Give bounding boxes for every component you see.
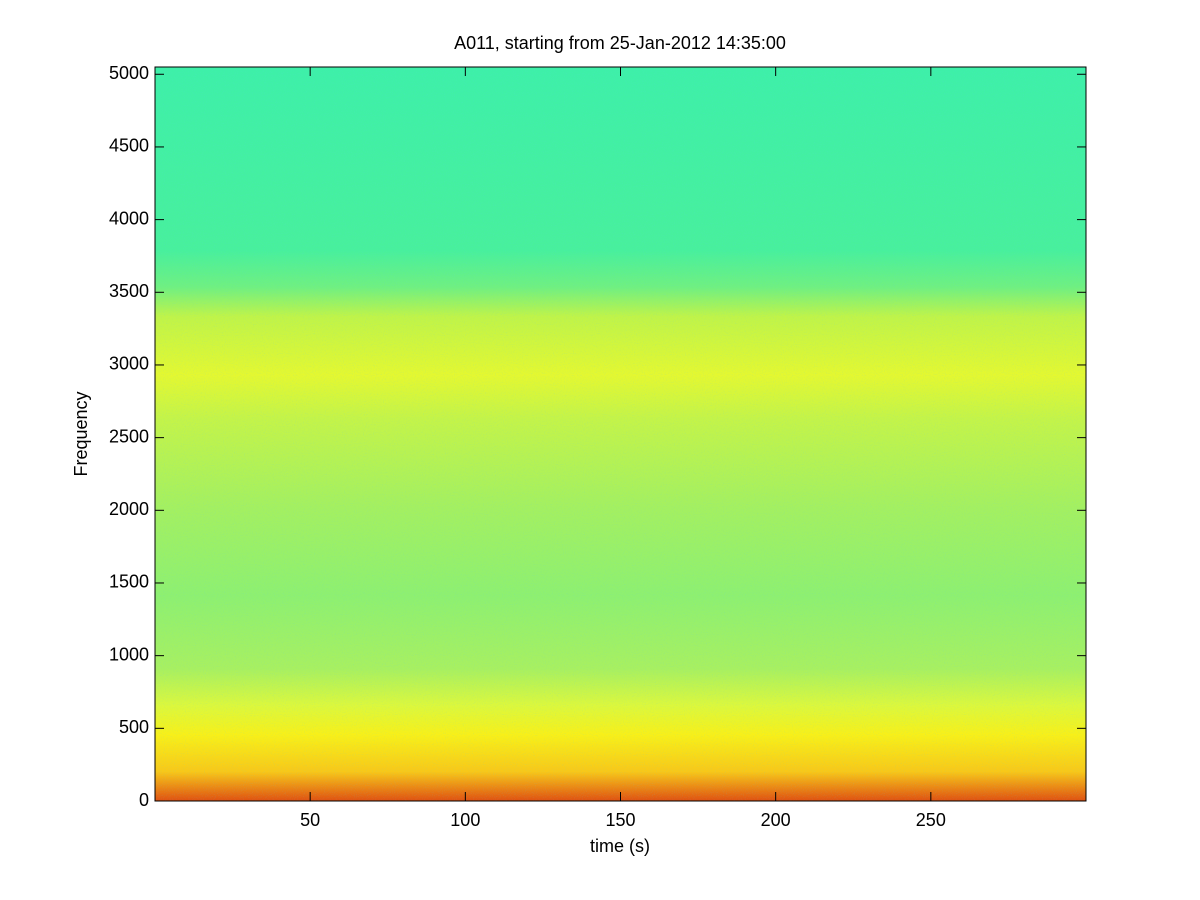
chart-title: A011, starting from 25-Jan-2012 14:35:00 [454, 33, 786, 53]
y-tick-label: 5000 [109, 63, 149, 83]
y-tick-label: 500 [119, 717, 149, 737]
x-tick-label: 200 [761, 810, 791, 830]
y-tick-label: 1500 [109, 572, 149, 592]
y-tick-label: 0 [139, 790, 149, 810]
y-tick-label: 3500 [109, 281, 149, 301]
x-tick-label: 150 [605, 810, 635, 830]
x-tick-label: 50 [300, 810, 320, 830]
x-tick-label: 250 [916, 810, 946, 830]
spectrogram-texture [155, 67, 1086, 801]
y-tick-label: 2000 [109, 499, 149, 519]
y-tick-label: 3000 [109, 354, 149, 374]
plot-area [155, 67, 1086, 801]
x-axis-label: time (s) [590, 836, 650, 856]
x-tick-label: 100 [450, 810, 480, 830]
y-tick-label: 1000 [109, 644, 149, 664]
y-tick-label: 2500 [109, 426, 149, 446]
y-tick-label: 4500 [109, 136, 149, 156]
y-axis-label: Frequency [71, 391, 91, 476]
y-tick-label: 4000 [109, 208, 149, 228]
